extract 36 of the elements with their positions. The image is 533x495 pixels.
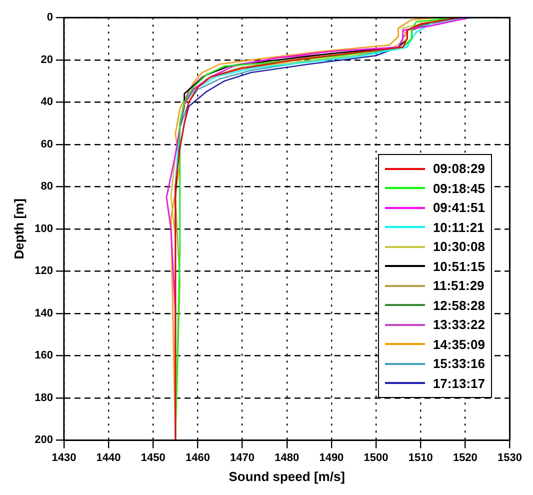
legend-label: 09:41:51	[432, 200, 485, 216]
x-tick-label: 1450	[140, 452, 166, 464]
y-tick-label: 200	[34, 434, 53, 446]
y-axis-title: Depth [m]	[11, 198, 26, 260]
y-tick-label: 0	[46, 12, 53, 24]
legend-label: 11:51:29	[432, 278, 484, 294]
x-tick-label: 1500	[364, 452, 388, 464]
legend-label: 14:35:09	[432, 336, 485, 352]
x-axis-title: Sound speed [m/s]	[228, 468, 346, 484]
y-tick-label: 140	[34, 307, 53, 320]
x-tick-label: 1510	[408, 452, 433, 464]
legend-label: 12:58:28	[432, 298, 485, 313]
y-tick-label: 180	[34, 392, 53, 404]
y-tick-label: 80	[40, 180, 53, 193]
legend-label: 09:18:45	[432, 180, 485, 196]
x-tick-label: 1440	[96, 452, 121, 464]
legend-label: 10:11:21	[432, 220, 484, 235]
x-tick-label: 1430	[52, 452, 76, 464]
x-tick-label: 1480	[274, 452, 300, 464]
y-tick-label: 40	[40, 96, 53, 108]
legend-label: 10:51:15	[432, 258, 485, 274]
x-tick-label: 1470	[230, 452, 255, 464]
y-tick-label: 160	[34, 350, 53, 362]
x-tick-label: 1520	[452, 452, 478, 464]
legend-label: 17:13:17	[432, 376, 485, 391]
x-tick-label: 1460	[185, 452, 210, 464]
legend-label: 15:33:16	[432, 356, 485, 372]
y-tick-label: 20	[40, 54, 53, 66]
legend-label: 13:33:22	[432, 317, 485, 332]
legend-label: 09:08:29	[432, 161, 485, 176]
y-tick-label: 100	[34, 222, 53, 235]
y-tick-label: 120	[34, 265, 53, 278]
x-tick-label: 1490	[319, 452, 344, 464]
legend-label: 10:30:08	[432, 239, 485, 254]
x-tick-label: 1530	[498, 452, 522, 464]
y-tick-label: 60	[40, 138, 53, 150]
